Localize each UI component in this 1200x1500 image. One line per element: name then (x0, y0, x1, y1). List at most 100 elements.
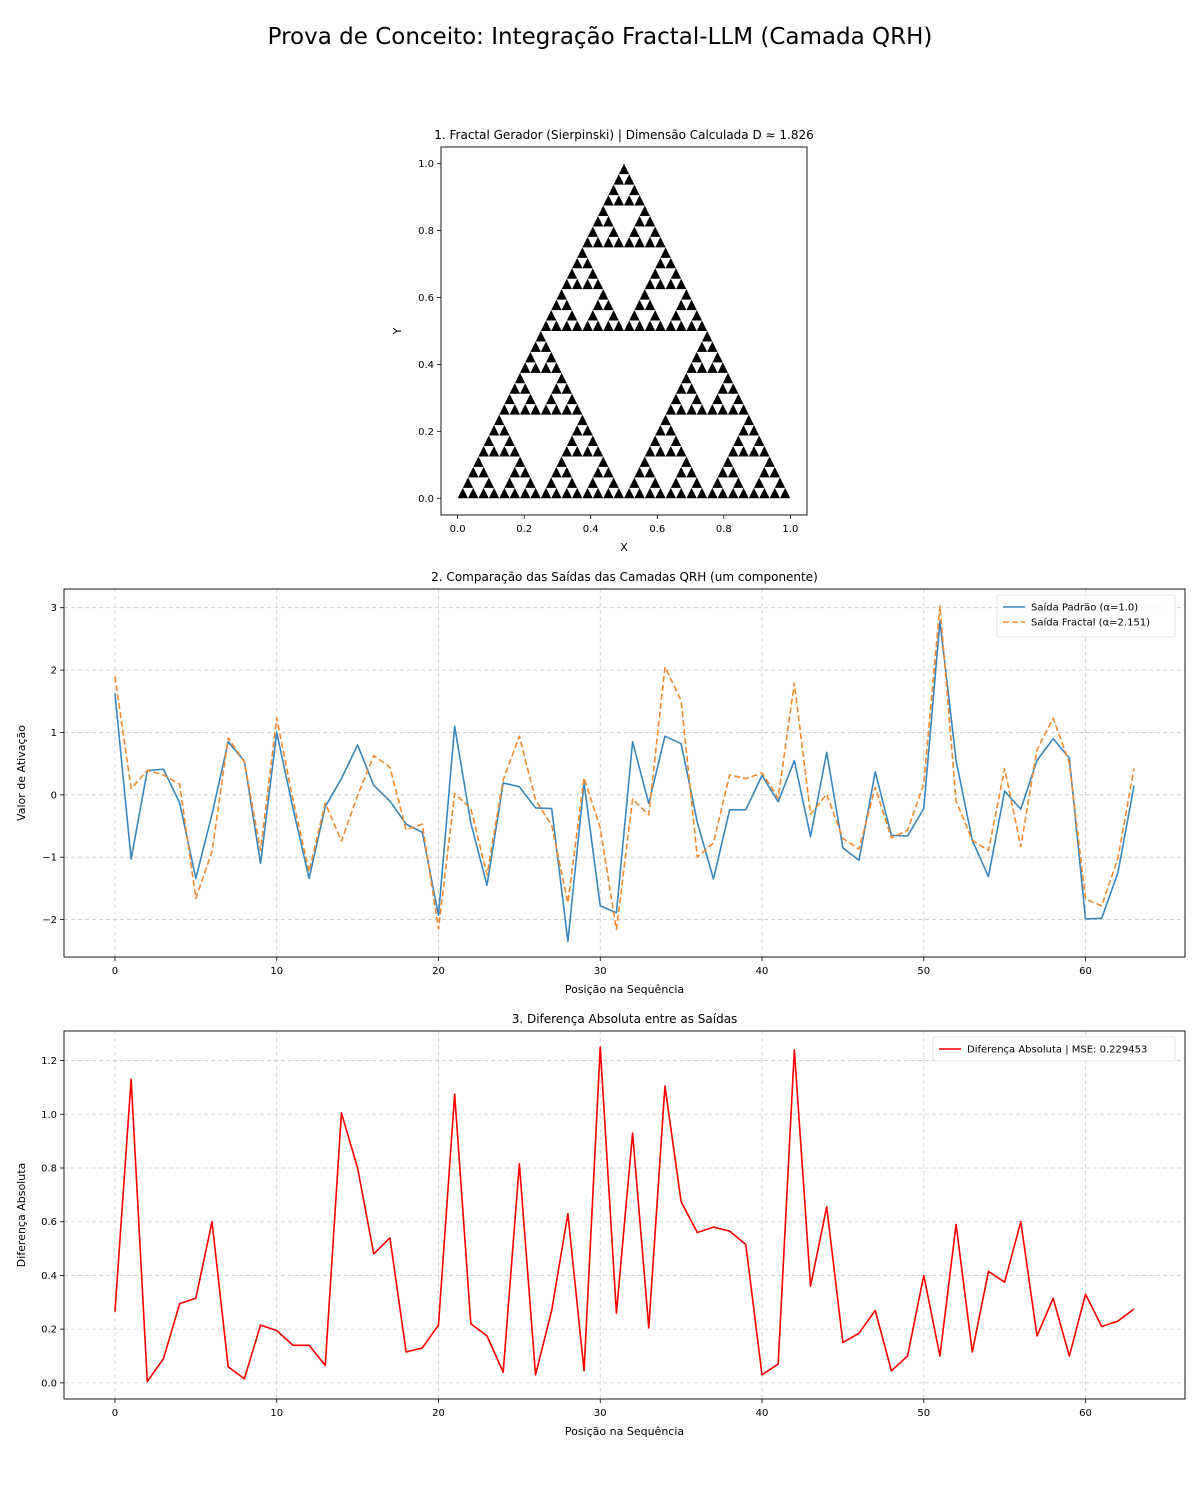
sierpinski-cell (639, 205, 650, 216)
sierpinski-cell (483, 435, 495, 446)
y-axis-label: Y (391, 327, 404, 335)
sierpinski-cell (603, 216, 614, 227)
sierpinski-cell (572, 446, 583, 457)
y-tick-label: 0 (51, 790, 57, 801)
sierpinski-cell (639, 289, 650, 300)
sierpinski-cell (634, 236, 645, 248)
sierpinski-cell (655, 487, 666, 499)
sierpinski-cell (644, 299, 656, 311)
sierpinski-cell (675, 299, 687, 311)
sierpinski-cell (665, 404, 676, 415)
chart-title: 3. Diferença Absoluta entre as Saídas (512, 1012, 738, 1026)
sierpinski-cell (561, 320, 573, 331)
sierpinski-cell (717, 362, 728, 373)
sierpinski-cell (499, 425, 510, 436)
x-tick-label: 0.4 (583, 524, 599, 535)
x-axis-label: X (620, 541, 628, 554)
sierpinski-cell (707, 341, 718, 352)
sierpinski-cell (525, 477, 536, 488)
sierpinski-cell (707, 487, 718, 499)
sierpinski-cell (675, 487, 687, 499)
sierpinski-cell (566, 268, 578, 279)
sierpinski-cell (634, 195, 645, 206)
legend-label: Saída Fractal (α=2.151) (1031, 617, 1150, 629)
sierpinski-cell (738, 487, 749, 499)
sierpinski-cell (520, 362, 531, 373)
x-tick-label: 20 (432, 1408, 445, 1419)
chart-title: 2. Comparação das Saídas das Camadas QRH… (431, 570, 818, 584)
sierpinski-cell (634, 299, 645, 311)
sierpinski-cell (592, 236, 604, 248)
sierpinski-cell (566, 393, 578, 405)
chart-1: 0.0 0.2 0.4 0.6 0.8 1.0 0.0 0.2 0.4 0.6 0.8 1.0 1. F… (391, 128, 814, 554)
sierpinski-cell (696, 341, 708, 352)
x-tick-label: 0.8 (716, 524, 732, 535)
sierpinski-cell (577, 247, 588, 258)
x-tick-label: 20 (432, 966, 445, 977)
sierpinski-cell (748, 425, 760, 436)
sierpinski-cell (675, 404, 687, 415)
sierpinski-cell (712, 393, 723, 405)
sierpinski-cell (696, 487, 708, 499)
sierpinski-cell (696, 404, 708, 415)
sierpinski-cell (774, 477, 786, 488)
sierpinski-cell (530, 487, 541, 499)
sierpinski-cell (499, 404, 510, 415)
legend: Saída Padrão (α=1.0) Saída Fractal (α=2.1… (996, 594, 1176, 638)
sierpinski-cell (675, 320, 687, 331)
sierpinski-cell (592, 299, 604, 311)
sierpinski-cell (644, 320, 656, 331)
x-tick-label: 60 (1079, 966, 1092, 977)
sierpinski-cell (644, 216, 656, 227)
sierpinski-cell (759, 487, 770, 499)
x-tick-label: 0.2 (516, 524, 532, 535)
sierpinski-cell (738, 425, 749, 436)
chart-title: 1. Fractal Gerador (Sierpinski) | Dimens… (434, 128, 814, 142)
sierpinski-cell (655, 236, 666, 248)
sierpinski-cell (540, 404, 552, 415)
sierpinski-cell (582, 446, 593, 457)
sierpinski-cell (551, 487, 562, 499)
sierpinski-cell (478, 466, 489, 478)
y-axis-label: Valor de Ativação (15, 725, 28, 821)
sierpinski-cell (717, 466, 728, 478)
sierpinski-cell (733, 477, 744, 488)
sierpinski-cell (561, 278, 573, 290)
sierpinski-cell (551, 466, 562, 478)
sierpinski-cell (504, 393, 515, 405)
sierpinski-cell (753, 477, 765, 488)
sierpinski-cell (701, 331, 713, 342)
sierpinski-cell (551, 383, 562, 394)
sierpinski-cell (587, 310, 599, 321)
sierpinski-cell (681, 456, 692, 467)
x-tick-label: 10 (270, 1408, 283, 1419)
sierpinski-cell (473, 456, 484, 467)
sierpinski-cell (566, 310, 578, 321)
sierpinski-cell (603, 299, 614, 311)
sierpinski-cell (556, 372, 567, 384)
y-tick-label: 1.0 (41, 1110, 57, 1121)
sierpinski-cell (634, 320, 645, 331)
sierpinski-cell (634, 487, 645, 499)
y-tick-label: 1 (51, 728, 57, 739)
y-axis-label: Diferença Absoluta (15, 1163, 28, 1268)
sierpinski-cell (535, 331, 547, 342)
sierpinski-cell (779, 487, 791, 499)
sierpinski-cell (561, 446, 573, 457)
sierpinski-cell (670, 310, 682, 321)
sierpinski-cell (649, 435, 661, 446)
sierpinski-cell (488, 425, 500, 436)
sierpinski-cell (722, 456, 734, 467)
sierpinski-cell (707, 362, 718, 373)
sierpinski-cell (462, 477, 474, 488)
sierpinski-cell (727, 487, 739, 499)
sierpinski-cell (738, 446, 749, 457)
sierpinski-cell (644, 236, 656, 248)
y-tick-label: 2 (51, 666, 57, 677)
x-tick-label: 30 (594, 1408, 607, 1419)
sierpinski-cell (520, 466, 531, 478)
sierpinski-cell (624, 195, 635, 206)
sierpinski-cell (733, 393, 744, 405)
sierpinski-cell (561, 404, 573, 415)
sierpinski-cell (722, 372, 734, 384)
